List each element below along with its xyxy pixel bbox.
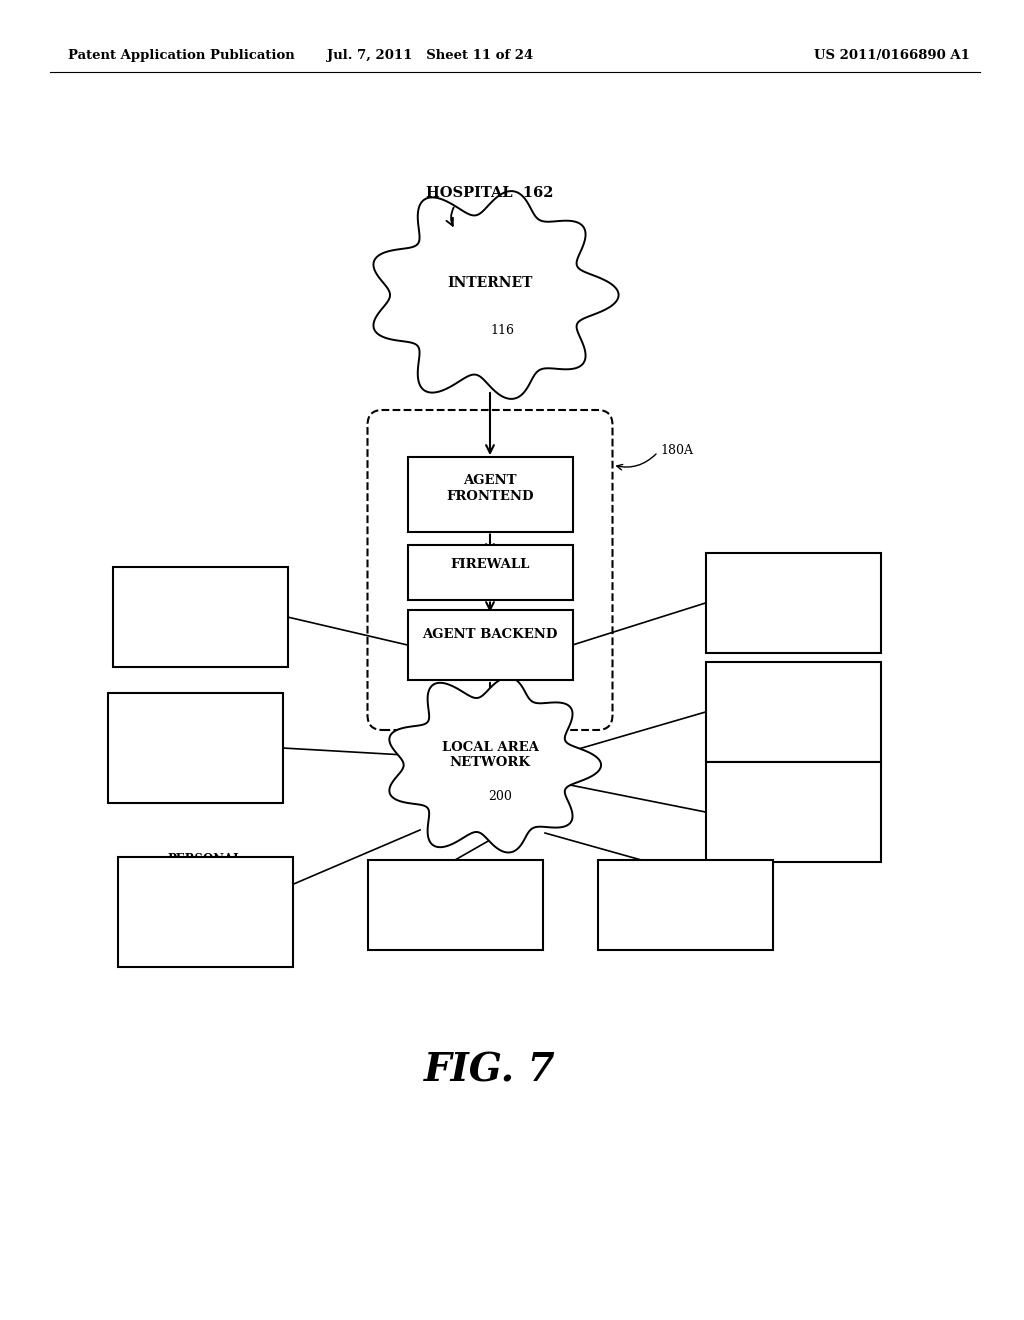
Text: INFORMATION: INFORMATION: [742, 688, 844, 701]
Polygon shape: [389, 677, 601, 853]
Text: 180A-1: 180A-1: [472, 510, 517, 523]
Text: 214: 214: [469, 924, 492, 936]
FancyBboxPatch shape: [113, 568, 288, 667]
Text: US 2011/0166890 A1: US 2011/0166890 A1: [814, 49, 970, 62]
Text: Patent Application Publication: Patent Application Publication: [68, 49, 295, 62]
Text: 180A-2: 180A-2: [472, 653, 517, 667]
Text: 200: 200: [488, 791, 512, 804]
Polygon shape: [374, 191, 618, 399]
Text: AGENT: AGENT: [463, 474, 517, 487]
Text: PERSONAL: PERSONAL: [418, 879, 493, 892]
Text: 210: 210: [822, 837, 844, 850]
Text: 208: 208: [822, 738, 844, 751]
Text: FIG. 7: FIG. 7: [424, 1051, 556, 1089]
Text: COMPUTERS (PC): COMPUTERS (PC): [394, 894, 515, 907]
Text: HOSPITAL  162: HOSPITAL 162: [426, 186, 554, 201]
FancyBboxPatch shape: [408, 457, 572, 532]
Text: (EMR): (EMR): [772, 803, 814, 816]
FancyBboxPatch shape: [706, 762, 881, 862]
FancyBboxPatch shape: [597, 861, 772, 950]
FancyBboxPatch shape: [706, 553, 881, 653]
Text: AGENT BACKEND: AGENT BACKEND: [422, 628, 558, 642]
Text: 121: 121: [222, 784, 244, 796]
Text: (CDR): (CDR): [665, 895, 706, 908]
FancyBboxPatch shape: [368, 411, 612, 730]
FancyBboxPatch shape: [118, 857, 293, 968]
Text: SYSTEM (HIS): SYSTEM (HIS): [744, 594, 841, 606]
Text: PERSONAL: PERSONAL: [168, 853, 243, 866]
Text: SYSTEM (LIS): SYSTEM (LIS): [746, 702, 840, 715]
Text: FRONTEND: FRONTEND: [446, 490, 534, 503]
Text: (PDA): (PDA): [185, 898, 224, 911]
Text: ASSISTANTS: ASSISTANTS: [163, 883, 248, 896]
Text: FIREWALL: FIREWALL: [451, 557, 529, 570]
Text: REPOSITORY: REPOSITORY: [641, 880, 729, 894]
Text: COMMUNICATION: COMMUNICATION: [132, 723, 258, 737]
Text: LABORATORY: LABORATORY: [746, 672, 840, 685]
Text: SYSTEM (PACS): SYSTEM (PACS): [142, 739, 248, 752]
Text: ELECTRONIC: ELECTRONIC: [748, 772, 838, 785]
Text: INFORMATION: INFORMATION: [742, 578, 844, 591]
FancyBboxPatch shape: [408, 610, 572, 680]
FancyBboxPatch shape: [408, 544, 572, 599]
Text: HOSPITAL: HOSPITAL: [758, 564, 827, 577]
Text: PICTURE ARCHIVING: PICTURE ARCHIVING: [122, 694, 268, 708]
Text: SYSTEM (RIS): SYSTEM (RIS): [153, 607, 248, 620]
Text: Jul. 7, 2011   Sheet 11 of 24: Jul. 7, 2011 Sheet 11 of 24: [327, 49, 534, 62]
Text: AND: AND: [180, 709, 210, 722]
Text: DIGITAL: DIGITAL: [176, 869, 233, 880]
FancyBboxPatch shape: [108, 693, 283, 803]
Text: INFORMATION: INFORMATION: [150, 593, 251, 606]
Text: CLINICAL DATA: CLINICAL DATA: [632, 866, 738, 879]
Text: 212: 212: [712, 927, 734, 940]
Text: RADIOLOGY: RADIOLOGY: [159, 578, 241, 590]
Text: 180A: 180A: [660, 444, 693, 457]
FancyBboxPatch shape: [368, 861, 543, 950]
Text: 204: 204: [228, 643, 251, 656]
Text: 202: 202: [500, 578, 524, 590]
Text: 216: 216: [233, 948, 256, 961]
Text: LOCAL AREA
NETWORK: LOCAL AREA NETWORK: [441, 741, 539, 770]
Text: MEDICAL RECORD: MEDICAL RECORD: [729, 788, 856, 800]
Text: 116: 116: [490, 323, 514, 337]
FancyBboxPatch shape: [706, 663, 881, 762]
Text: INTERNET: INTERNET: [447, 276, 532, 290]
Text: 206: 206: [822, 628, 844, 642]
